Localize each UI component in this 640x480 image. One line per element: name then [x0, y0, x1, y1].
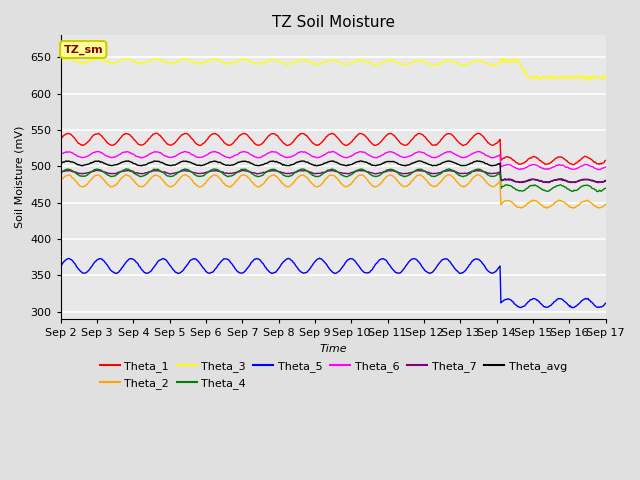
Y-axis label: Soil Moisture (mV): Soil Moisture (mV) [15, 126, 25, 228]
Legend: Theta_1, Theta_2, Theta_3, Theta_4, Theta_5, Theta_6, Theta_7, Theta_avg: Theta_1, Theta_2, Theta_3, Theta_4, Thet… [95, 357, 572, 393]
Text: TZ_sm: TZ_sm [63, 44, 103, 55]
Title: TZ Soil Moisture: TZ Soil Moisture [272, 15, 395, 30]
X-axis label: Time: Time [319, 344, 347, 354]
